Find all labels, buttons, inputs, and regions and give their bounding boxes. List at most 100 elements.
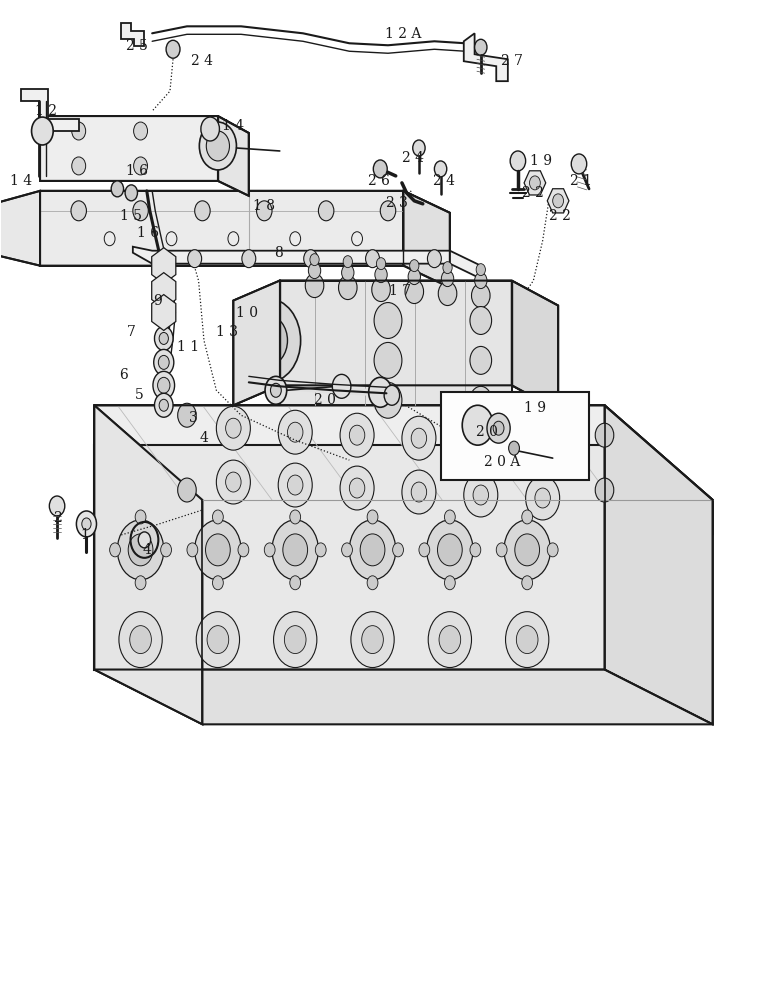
Polygon shape (133, 247, 481, 279)
Circle shape (282, 534, 307, 566)
Text: 1 8: 1 8 (253, 199, 275, 213)
Text: 1 3: 1 3 (217, 325, 238, 339)
Circle shape (201, 117, 220, 141)
Circle shape (435, 161, 447, 177)
Circle shape (130, 626, 151, 654)
Circle shape (514, 534, 539, 566)
Circle shape (475, 273, 487, 289)
Circle shape (138, 532, 151, 548)
Text: 4: 4 (199, 431, 209, 445)
Circle shape (521, 510, 532, 524)
Circle shape (470, 346, 492, 374)
Circle shape (154, 326, 173, 350)
Circle shape (475, 39, 487, 55)
Circle shape (236, 299, 300, 382)
Text: 2 1: 2 1 (570, 174, 592, 188)
Circle shape (393, 543, 404, 557)
Text: 1 2: 1 2 (35, 104, 57, 118)
Circle shape (303, 250, 317, 268)
Circle shape (473, 485, 489, 505)
Polygon shape (152, 248, 176, 284)
Circle shape (166, 40, 180, 58)
Circle shape (341, 543, 352, 557)
Circle shape (411, 428, 427, 448)
Text: 2 7: 2 7 (501, 54, 523, 68)
Circle shape (310, 254, 319, 266)
Text: 2 0: 2 0 (476, 425, 498, 439)
Circle shape (571, 154, 587, 174)
Circle shape (213, 576, 223, 590)
Circle shape (341, 265, 354, 281)
Polygon shape (94, 670, 712, 724)
Text: 2 2: 2 2 (522, 186, 544, 200)
Text: 1 2 A: 1 2 A (385, 27, 421, 41)
Circle shape (265, 376, 286, 404)
Circle shape (349, 425, 365, 445)
Circle shape (505, 612, 549, 668)
Polygon shape (404, 191, 450, 288)
Text: 3: 3 (189, 411, 198, 425)
Circle shape (117, 520, 164, 580)
Circle shape (529, 176, 540, 190)
Circle shape (443, 262, 452, 274)
Text: 1 1: 1 1 (178, 340, 199, 354)
Text: 2 4: 2 4 (192, 54, 213, 68)
Polygon shape (464, 33, 508, 81)
Polygon shape (547, 189, 569, 213)
Text: 5: 5 (135, 388, 144, 402)
Circle shape (428, 250, 442, 268)
Circle shape (476, 264, 486, 276)
Text: 2: 2 (53, 511, 61, 525)
Circle shape (419, 543, 430, 557)
Circle shape (547, 543, 558, 557)
Circle shape (496, 543, 507, 557)
Circle shape (402, 470, 436, 514)
Circle shape (71, 122, 85, 140)
Polygon shape (40, 116, 218, 181)
Circle shape (109, 543, 120, 557)
Circle shape (32, 117, 54, 145)
Circle shape (373, 160, 387, 178)
Circle shape (349, 520, 396, 580)
Circle shape (155, 302, 172, 323)
Text: 2 0 A: 2 0 A (484, 455, 521, 469)
Circle shape (158, 355, 169, 369)
Circle shape (402, 416, 436, 460)
Circle shape (207, 626, 229, 654)
Circle shape (265, 543, 275, 557)
Circle shape (365, 250, 379, 268)
Circle shape (187, 543, 198, 557)
Circle shape (217, 460, 251, 504)
Circle shape (374, 342, 402, 378)
Circle shape (553, 194, 563, 208)
Circle shape (71, 157, 85, 175)
Text: 1: 1 (81, 528, 89, 542)
Circle shape (111, 181, 123, 197)
Circle shape (133, 157, 147, 175)
Circle shape (464, 420, 497, 464)
Circle shape (405, 280, 424, 304)
Polygon shape (280, 281, 558, 410)
Circle shape (71, 201, 86, 221)
Circle shape (289, 510, 300, 524)
Circle shape (427, 520, 473, 580)
Circle shape (315, 543, 326, 557)
Circle shape (535, 488, 550, 508)
Text: 1 9: 1 9 (524, 401, 546, 415)
Circle shape (213, 510, 223, 524)
Circle shape (188, 250, 202, 268)
Circle shape (438, 282, 457, 306)
Circle shape (154, 253, 174, 279)
Circle shape (154, 393, 173, 417)
Text: 1 6: 1 6 (137, 226, 159, 240)
Circle shape (349, 478, 365, 498)
Circle shape (494, 421, 504, 435)
Circle shape (178, 478, 196, 502)
Circle shape (508, 441, 519, 455)
Polygon shape (234, 281, 280, 405)
Polygon shape (0, 191, 40, 266)
Circle shape (445, 576, 456, 590)
Circle shape (384, 385, 400, 405)
Circle shape (159, 332, 168, 344)
Circle shape (242, 250, 256, 268)
